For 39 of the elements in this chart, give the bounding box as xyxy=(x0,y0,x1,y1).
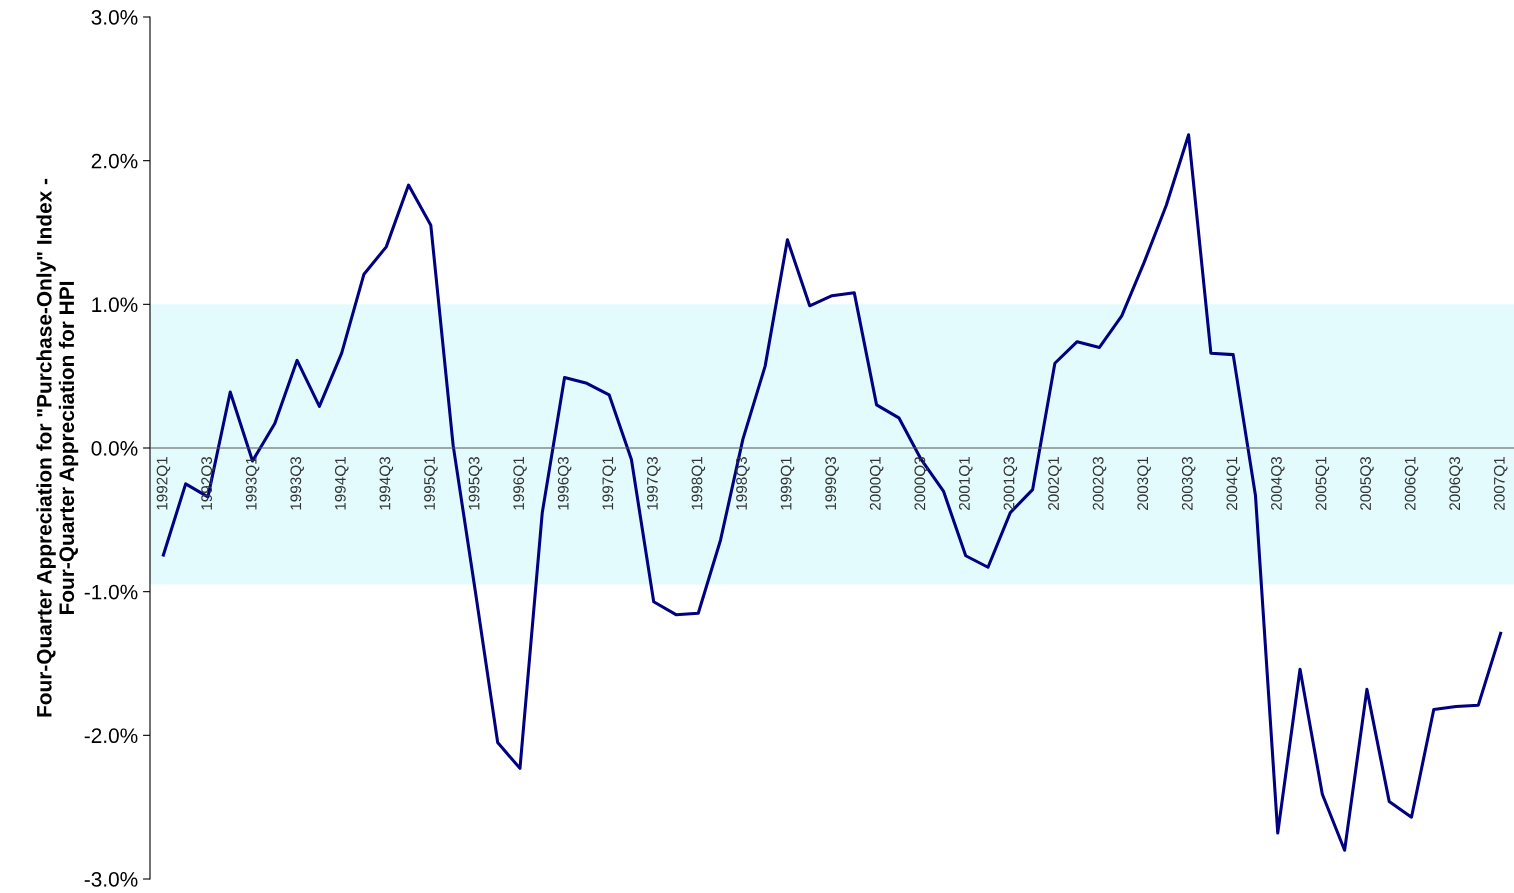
x-tick-label: 1999Q1 xyxy=(780,457,795,510)
x-tick-label: 1992Q1 xyxy=(156,457,171,510)
y-axis-title: Four-Quarter Appreciation for "Purchase-Only" Index - Four-Quarter Appreciation for HPI xyxy=(36,178,79,717)
x-tick-label: 2007Q1 xyxy=(1493,457,1508,510)
y-tick-label: 0.0% xyxy=(91,441,138,456)
y-tick-label: 2.0% xyxy=(91,153,138,169)
x-tick-label: 2004Q1 xyxy=(1226,457,1241,510)
y-tick-label: 1.0% xyxy=(92,297,138,313)
x-tick-label: 1994Q1 xyxy=(334,457,349,510)
x-tick-label: 1997Q3 xyxy=(646,457,661,510)
x-tick-label: 1994Q3 xyxy=(379,457,394,510)
y-tick-label: 3.0% xyxy=(91,10,138,25)
x-tick-label: 2002Q3 xyxy=(1092,457,1107,510)
y-tick-label: -1.0% xyxy=(84,584,138,600)
x-tick-label: 1995Q3 xyxy=(468,457,483,510)
x-tick-label: 1996Q1 xyxy=(513,457,527,510)
x-tick-label: 1993Q1 xyxy=(245,457,260,510)
x-tick-label: 1999Q3 xyxy=(825,457,839,510)
x-tick-label: 1997Q1 xyxy=(602,457,616,510)
x-tick-label: 1998Q3 xyxy=(736,457,750,510)
x-tick-label: 1992Q3 xyxy=(201,457,215,510)
x-tick-label: 1995Q1 xyxy=(424,457,438,510)
x-tick-label: 2004Q3 xyxy=(1271,457,1285,510)
x-tick-label: 1993Q3 xyxy=(290,457,304,510)
x-tick-label: 1996Q3 xyxy=(557,457,572,510)
x-tick-label: 2003Q1 xyxy=(1137,457,1151,510)
x-tick-label: 2001Q1 xyxy=(959,457,973,510)
x-tick-label: 2006Q3 xyxy=(1449,457,1463,510)
x-tick-label: 2006Q1 xyxy=(1404,457,1419,510)
y-tick-label: -2.0% xyxy=(84,728,138,744)
y-tick-label: -3.0% xyxy=(84,872,138,887)
x-tick-label: 1998Q1 xyxy=(691,457,706,510)
x-tick-label: 2001Q3 xyxy=(1003,457,1018,510)
x-tick-label: 2003Q3 xyxy=(1181,457,1196,510)
x-tick-label: 2005Q1 xyxy=(1315,457,1330,510)
x-tick-label: 2002Q1 xyxy=(1048,457,1062,510)
x-tick-label: 2005Q3 xyxy=(1360,457,1374,510)
x-tick-label: 2000Q1 xyxy=(869,457,884,510)
x-tick-label: 2000Q3 xyxy=(914,457,928,510)
